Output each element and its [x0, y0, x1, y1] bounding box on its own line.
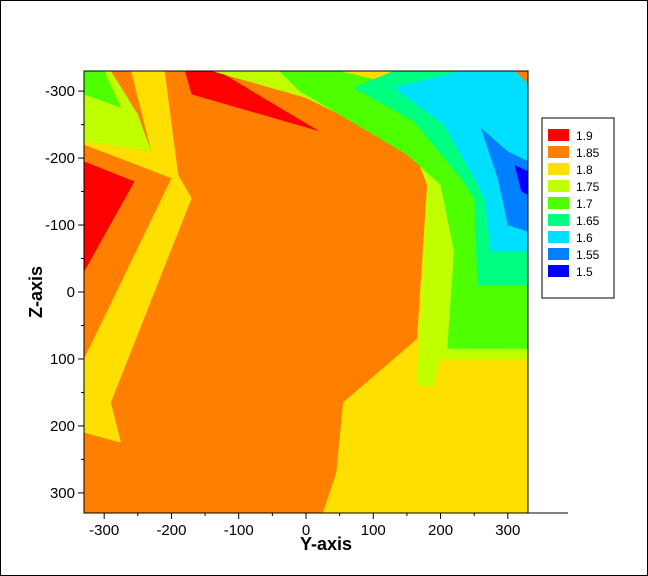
- x-tick-label: 300: [495, 522, 520, 539]
- y-axis-title: Z-axis: [26, 266, 46, 318]
- legend-swatch: [548, 248, 569, 260]
- contour-region-deep-blue-right-13: [514, 164, 528, 195]
- contour-region-cyan-right-11: [393, 71, 528, 252]
- y-tick-label: 300: [50, 485, 75, 502]
- y-tick-label: -300: [45, 83, 75, 100]
- x-tick-label: 0: [302, 522, 310, 539]
- contour-region-blue-right-12: [480, 127, 528, 232]
- legend-swatch: [548, 265, 569, 277]
- y-tick-label: 0: [67, 284, 75, 301]
- y-tick-label: -200: [45, 150, 75, 167]
- legend-swatch: [548, 163, 569, 175]
- contour-region-green-top-left-7: [84, 71, 121, 108]
- legend-label: 1.8: [576, 163, 593, 177]
- legend-label: 1.55: [576, 248, 600, 262]
- legend-label: 1.5: [576, 265, 593, 279]
- legend-swatch: [548, 129, 569, 141]
- x-tick-label: 100: [361, 522, 386, 539]
- legend-label: 1.75: [576, 180, 600, 194]
- contour-region-main-orange-3: [84, 71, 428, 513]
- legend-swatch: [548, 231, 569, 243]
- contour-region-red-left-5: [84, 161, 135, 272]
- legend-swatch: [548, 146, 569, 158]
- x-tick-label: -100: [224, 522, 254, 539]
- contour-region-top-right-corner-14: [514, 71, 528, 84]
- legend-label: 1.9: [576, 129, 593, 143]
- x-tick-label: 200: [428, 522, 453, 539]
- legend-label: 1.6: [576, 231, 593, 245]
- y-axis: -300 -200 -100 0 100 200 300: [45, 71, 85, 513]
- y-tick-label: 200: [50, 418, 75, 435]
- x-axis: -300 -200 -100 0 100 200 300: [84, 512, 568, 539]
- legend-label: 1.85: [576, 146, 600, 160]
- x-tick-label: -200: [156, 522, 186, 539]
- y-tick-label: 100: [50, 351, 75, 368]
- contour-region-red-top-4: [184, 71, 320, 132]
- legend-swatch: [548, 197, 569, 209]
- y-tick-label: -100: [45, 217, 75, 234]
- legend-label: 1.7: [576, 197, 593, 211]
- legend-swatch: [548, 214, 569, 226]
- x-axis-title: Y-axis: [300, 534, 352, 554]
- legend: 1.9 1.85 1.8 1.75 1.7 1.65 1.6 1.55 1.5: [541, 117, 615, 299]
- legend-label: 1.65: [576, 214, 600, 228]
- contour-regions: [84, 71, 529, 513]
- x-tick-label: -300: [89, 522, 119, 539]
- legend-swatch: [548, 180, 569, 192]
